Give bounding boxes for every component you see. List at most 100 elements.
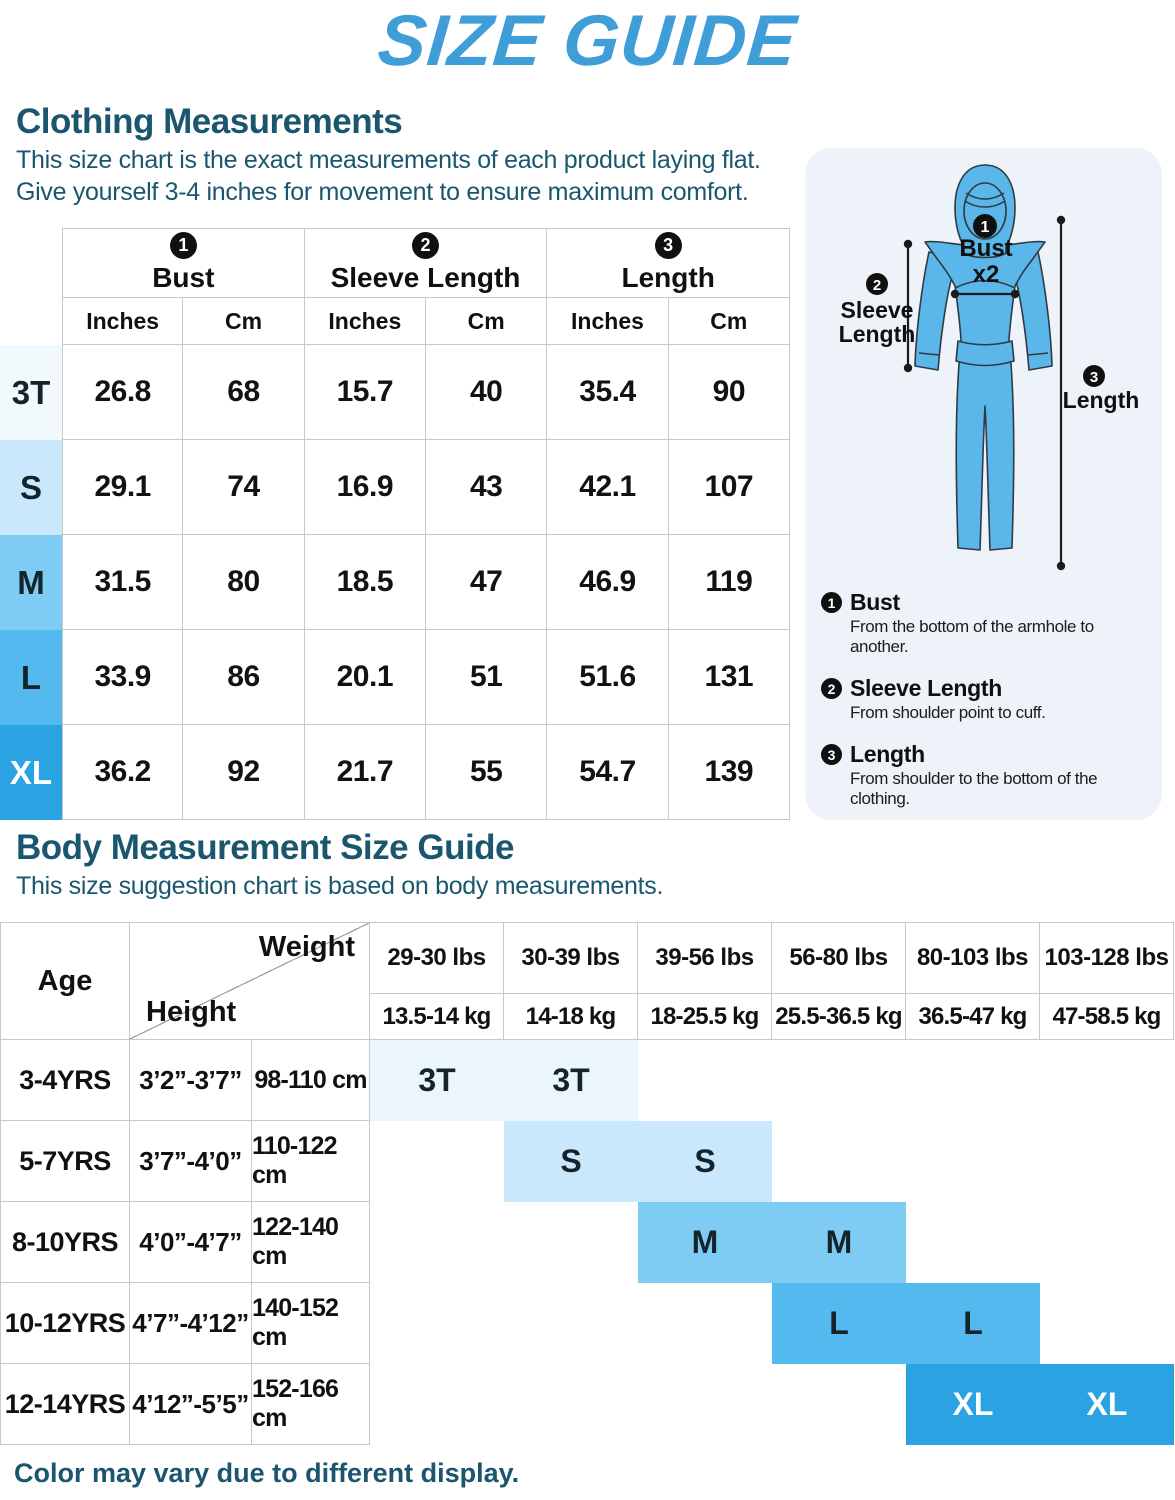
measurement-legend: 1 Bust From the bottom of the armhole to… [821, 590, 1156, 828]
band-size-label: S [560, 1143, 582, 1179]
clothing-description-line2: Give yourself 3-4 inches for movement to… [16, 178, 749, 206]
figure-badge-2-number: 2 [873, 277, 881, 294]
figure-badge-3-number: 3 [1090, 369, 1098, 386]
table-cell: 33.9 [62, 630, 184, 725]
height-ft-cell: 4’7”-4’12” [130, 1283, 252, 1364]
band-size-label: XL [1086, 1386, 1128, 1422]
weight-lbs-header: 30-39 lbs [504, 922, 638, 994]
figure-badge-3 [1083, 365, 1105, 387]
weight-lbs-header: 56-80 lbs [772, 922, 906, 994]
weight-header-label: Weight [258, 931, 355, 963]
figure-sleeve-label-line1: Sleeve [841, 297, 914, 323]
table-cell: 92 [183, 725, 305, 820]
clothing-measurements-heading: Clothing Measurements [16, 102, 403, 141]
number-3-badge: 3 [654, 232, 682, 259]
weight-kg-header: 18-25.5 kg [638, 994, 772, 1040]
legend-length-description: From shoulder to the bottom of the cloth… [850, 769, 1098, 809]
table-cell: 31.5 [62, 535, 184, 630]
band-size-label: 3T [552, 1062, 590, 1098]
number-3-badge: 3 [821, 744, 842, 766]
size-label-l: L [0, 630, 62, 725]
table-corner [0, 298, 62, 345]
table-cell: 18.5 [304, 535, 426, 630]
figure-belt [955, 340, 1015, 367]
body-measurement-heading: Body Measurement Size Guide [16, 828, 515, 867]
figure-left-arm [914, 251, 957, 371]
table-cell: 131 [668, 630, 790, 725]
legend-sleeve-title: Sleeve Length [850, 675, 1003, 702]
weight-lbs-header: 39-56 lbs [638, 922, 772, 994]
table-cell: 16.9 [304, 440, 426, 535]
weight-kg-header: 14-18 kg [504, 994, 638, 1040]
legend-item-length: 3 Length From shoulder to the bottom of … [821, 742, 1156, 809]
age-cell: 5-7YRS [0, 1121, 130, 1202]
number-2-badge: 2 [411, 232, 439, 259]
table-cell: 55 [426, 725, 548, 820]
height-cm-cell: 98-110 cm [252, 1040, 370, 1121]
weight-lbs-header: 103-128 lbs [1040, 922, 1174, 994]
band-size-label: 3T [418, 1062, 456, 1098]
table-cell: 35.4 [547, 345, 669, 440]
table-cell: 43 [426, 440, 548, 535]
height-ft-cell: 4’0”-4’7” [130, 1202, 252, 1283]
unit-header: Inches [547, 298, 669, 345]
clothing-description-line1: This size chart is the exact measurement… [16, 146, 761, 174]
unit-header: Inches [62, 298, 184, 345]
legend-bust-description: From the bottom of the armhole to anothe… [850, 617, 1094, 657]
table-cell: 40 [426, 345, 548, 440]
size-band-area: 3T 3T [370, 1040, 1174, 1121]
band-size-label: S [694, 1143, 716, 1179]
table-cell: 74 [183, 440, 305, 535]
age-cell: 3-4YRS [0, 1040, 130, 1121]
size-band-area: M M [370, 1202, 1174, 1283]
table-cell: 46.9 [547, 535, 669, 630]
size-label-s: S [0, 440, 62, 535]
measurement-figure-illustration: 1 Bust x2 2 Sleeve Length 3 Length [839, 164, 1140, 571]
bust-column-label: Bust [152, 262, 215, 293]
band-size-label: L [963, 1305, 983, 1341]
size-label-xl: XL [0, 725, 62, 820]
number-2-badge: 2 [821, 678, 842, 700]
size-band-m: M M [638, 1202, 906, 1283]
size-band-s: S S [504, 1121, 772, 1202]
table-cell: 29.1 [62, 440, 184, 535]
weight-lbs-header: 29-30 lbs [370, 922, 504, 994]
weight-kg-header: 25.5-36.5 kg [772, 994, 906, 1040]
height-ft-cell: 4’12”-5’5” [130, 1364, 252, 1445]
table-cell: 20.1 [304, 630, 426, 725]
footer-note: Color may vary due to different display. [14, 1458, 520, 1488]
legend-length-title: Length [850, 741, 925, 768]
figure-chest-seam [954, 279, 1016, 289]
unit-header: Cm [668, 298, 790, 345]
size-band-xl: XL XL [906, 1364, 1174, 1445]
weight-height-header: Weight Height [130, 922, 370, 1040]
legend-item-sleeve-length: 2 Sleeve Length From shoulder point to c… [821, 676, 1156, 723]
legend-item-bust: 1 Bust From the bottom of the armhole to… [821, 590, 1156, 657]
unit-header: Cm [426, 298, 548, 345]
age-column-header: Age [0, 922, 130, 1040]
bust-column-header: 1 Bust [62, 228, 305, 298]
page-title: SIZE GUIDE [374, 1, 801, 81]
table-cell: 26.8 [62, 345, 184, 440]
table-cell: 15.7 [304, 345, 426, 440]
figure-badge-2 [866, 273, 888, 295]
legend-bust-title: Bust [850, 589, 900, 615]
figure-badge-1-number: 1 [981, 219, 990, 236]
band-size-label: M [691, 1224, 719, 1260]
size-band-l: L L [772, 1283, 1040, 1364]
legend-sleeve-description: From shoulder point to cuff. [850, 703, 1046, 723]
figure-length-label: Length [1063, 387, 1140, 413]
size-label-3t: 3T [0, 345, 62, 440]
measurement-diagram-panel: 1 Bust x2 2 Sleeve Length 3 Length 1 Bus… [805, 148, 1162, 820]
table-cell: 36.2 [62, 725, 184, 820]
weight-lbs-header: 80-103 lbs [906, 922, 1040, 994]
age-cell: 12-14YRS [0, 1364, 130, 1445]
length-column-header: 3 Length [547, 228, 790, 298]
table-cell: 42.1 [547, 440, 669, 535]
weight-kg-header: 13.5-14 kg [370, 994, 504, 1040]
figure-sleeve-label-line2: Length [839, 321, 916, 347]
height-header-label: Height [146, 996, 237, 1028]
size-label-m: M [0, 535, 62, 630]
unit-header: Cm [183, 298, 305, 345]
height-ft-cell: 3’2”-3’7” [130, 1040, 252, 1121]
